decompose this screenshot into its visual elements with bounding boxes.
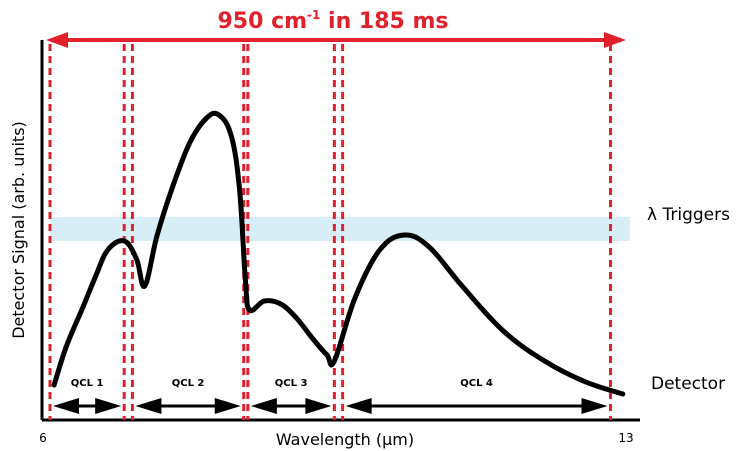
segment-arrow-right-head (581, 398, 608, 414)
trigger-band (50, 217, 630, 241)
y-axis-label: Detector Signal (arb. units) (9, 121, 28, 339)
boundary-lines (48, 44, 613, 420)
segment-arrow-left-head (250, 398, 277, 414)
x-tick-6: 6 (39, 431, 47, 445)
detector-label: Detector (651, 374, 725, 394)
chart-title: 950 cm-1 in 185 ms (217, 8, 448, 34)
range-arrow (46, 32, 626, 48)
segment-arrow-left-head (53, 398, 79, 414)
x-axis-label: Wavelength (μm) (276, 430, 414, 449)
segment-arrow-right-head (214, 398, 241, 414)
segment-label: QCL 1 (71, 378, 104, 389)
segment-arrow-right-head (95, 398, 122, 414)
segment-2: QCL 2 (135, 378, 241, 414)
segment-arrow-left-head (135, 398, 162, 414)
segment-1: QCL 1 (53, 378, 122, 414)
segment-label: QCL 2 (172, 378, 205, 389)
range-arrow-right-head (604, 32, 626, 48)
segment-3: QCL 3 (250, 378, 332, 414)
title-superscript: -1 (307, 8, 320, 22)
title-suffix: in 185 ms (320, 9, 448, 34)
segment-label: QCL 4 (460, 378, 493, 389)
segment-4: QCL 4 (345, 378, 608, 414)
x-tick-13: 13 (618, 431, 633, 445)
triggers-label: λ Triggers (647, 205, 730, 225)
detector-curve (51, 110, 626, 397)
qcl-segments: QCL 1 QCL 2 QCL 3 QCL 4 (53, 378, 608, 414)
segment-label: QCL 3 (275, 378, 308, 389)
title-prefix: 950 cm (217, 9, 307, 34)
segment-arrow-right-head (305, 398, 332, 414)
range-arrow-left-head (46, 32, 68, 48)
segment-arrow-left-head (345, 398, 372, 414)
